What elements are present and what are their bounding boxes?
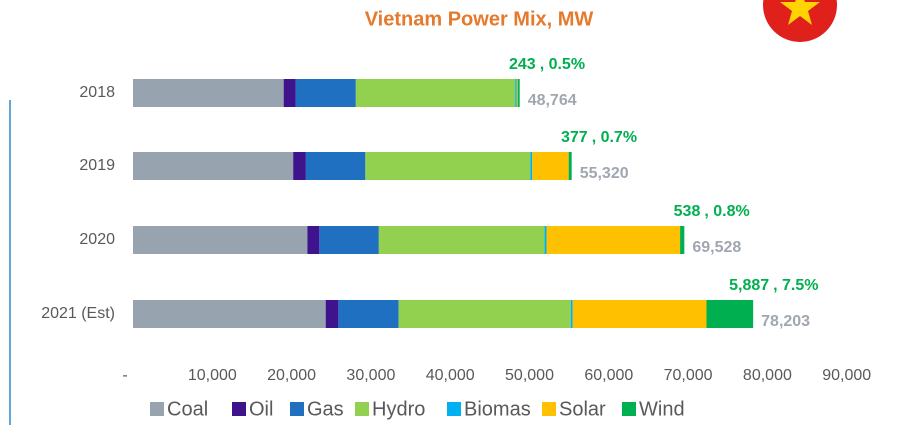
total-label: 48,764 <box>528 92 577 109</box>
x-tick-label: 90,000 <box>822 367 871 384</box>
x-tick-label: 70,000 <box>664 367 713 384</box>
x-tick-label: 20,000 <box>267 367 316 384</box>
flag-star <box>780 0 820 25</box>
bar-segment <box>398 300 571 328</box>
wind-label: 243 <box>509 56 536 73</box>
legend-swatch <box>150 402 164 416</box>
bar-segment <box>680 226 685 254</box>
legend-swatch <box>447 402 461 416</box>
wind-share-label: , 0.7% <box>592 129 637 146</box>
legend-label: Hydro <box>372 398 425 420</box>
legend-label: Biomas <box>464 398 531 420</box>
wind-share-label: , 0.5% <box>540 56 585 73</box>
bar-segment <box>293 152 306 180</box>
legend-label: Solar <box>559 398 606 420</box>
bar-segment <box>338 300 399 328</box>
bar-segment <box>133 300 326 328</box>
bar-segment <box>568 152 572 180</box>
bar-segment <box>355 79 516 107</box>
bar-segment <box>572 300 707 328</box>
bar-segment <box>295 79 356 107</box>
bar-segment <box>133 152 294 180</box>
legend-swatch <box>290 402 304 416</box>
y-tick-label: 2020 <box>79 231 115 248</box>
flag <box>763 0 837 42</box>
bar-segment <box>378 226 545 254</box>
wind-share-label: , 0.8% <box>704 203 749 220</box>
bar-segment <box>544 226 547 254</box>
bar-segment <box>133 226 308 254</box>
x-tick-label: 60,000 <box>584 367 633 384</box>
wind-share-label: , 7.5% <box>773 277 818 294</box>
bar-segment <box>307 226 320 254</box>
legend-swatch <box>542 402 556 416</box>
x-tick-label: 50,000 <box>505 367 554 384</box>
bar-segment <box>283 79 296 107</box>
bar-segment <box>515 79 517 107</box>
bar-segment <box>516 79 518 107</box>
legend-label: Gas <box>307 398 344 420</box>
bar-segment <box>532 152 569 180</box>
wind-label: 538 <box>674 203 701 220</box>
total-label: 55,320 <box>580 165 629 182</box>
legend-swatch <box>622 402 636 416</box>
legend-swatch <box>355 402 369 416</box>
legend-label: Wind <box>639 398 685 420</box>
x-tick-label: 10,000 <box>188 367 237 384</box>
bar-segment <box>546 226 681 254</box>
bar-segment <box>365 152 531 180</box>
total-label: 78,203 <box>761 313 810 330</box>
total-label: 69,528 <box>692 239 741 256</box>
legend-label: Oil <box>249 398 273 420</box>
chart-title: Vietnam Power Mix, MW <box>365 8 594 30</box>
y-tick-label: 2019 <box>79 157 115 174</box>
bar-segment <box>325 300 339 328</box>
y-tick-label: 2021 (Est) <box>41 305 115 322</box>
x-tick-label: 40,000 <box>426 367 475 384</box>
bar-segment <box>319 226 379 254</box>
legend-label: Coal <box>167 398 208 420</box>
wind-label: 377 <box>561 129 588 146</box>
bar-segment <box>517 79 520 107</box>
bar-segment <box>706 300 754 328</box>
x-tick-label: 30,000 <box>346 367 395 384</box>
bar-segment <box>570 300 573 328</box>
bar-segment <box>133 79 284 107</box>
bar-segment <box>305 152 366 180</box>
x-tick-label: - <box>122 367 127 384</box>
wind-label: 5,887 <box>729 277 769 294</box>
legend-swatch <box>232 402 246 416</box>
y-tick-label: 2018 <box>79 84 115 101</box>
x-tick-label: 80,000 <box>743 367 792 384</box>
bar-segment <box>530 152 533 180</box>
